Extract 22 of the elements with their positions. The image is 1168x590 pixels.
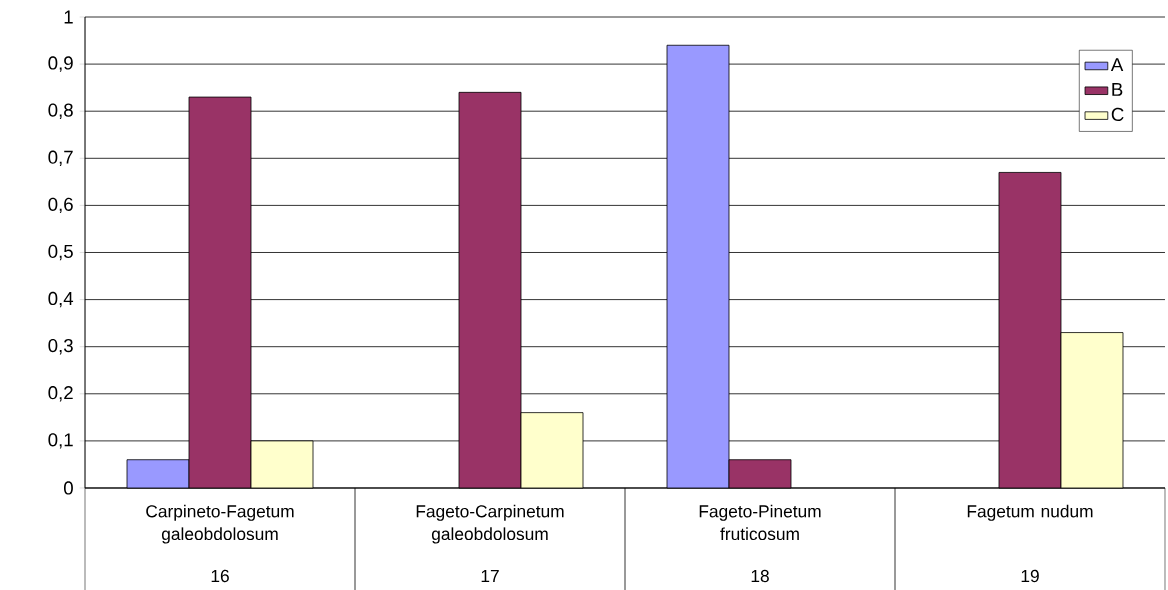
x-tick-label: Carpineto-Fagetum galeobdolosum (146, 504, 294, 544)
x-tick-label: Fageto-Pinetum fruticosum (699, 504, 821, 540)
x-tick-label: Fagetum nudum (967, 504, 1093, 521)
legend-label: B (1112, 82, 1123, 96)
y-tick-label: 1 (64, 10, 73, 24)
y-tick-label: 0,8 (48, 103, 73, 119)
y-tick-label: 0,5 (48, 244, 73, 261)
text: 18 (751, 569, 769, 582)
text: 16 (211, 569, 229, 582)
y-tick-label: 0,4 (48, 291, 74, 308)
text: 17 (481, 569, 499, 582)
y-tick-label: 0 (63, 481, 73, 495)
y-tick-label: 0,3 (48, 338, 73, 355)
text: 19 (1021, 569, 1039, 582)
y-tick-label: 0,2 (48, 385, 73, 402)
y-tick-label: 0,6 (48, 197, 73, 213)
legend-label: C (1111, 107, 1124, 121)
y-tick-label: 0,7 (48, 150, 73, 166)
legend-label: A (1110, 58, 1124, 71)
y-tick-label: 0,1 (48, 432, 73, 449)
x-tick-label: Fageto-Carpinetum galeobdolosum (416, 504, 564, 544)
y-tick-label: 0,9 (48, 56, 73, 72)
